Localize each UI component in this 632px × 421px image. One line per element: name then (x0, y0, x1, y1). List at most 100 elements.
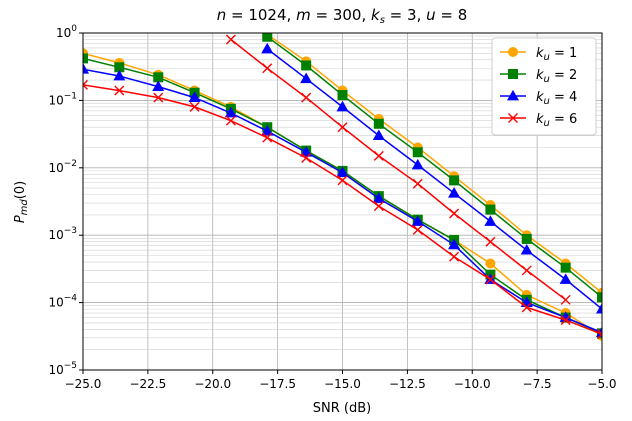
data-point (336, 100, 349, 112)
x-tick-label: −20.0 (194, 377, 231, 391)
y-tick-label: 10−4 (48, 294, 77, 310)
legend-label: ku = 6 (536, 112, 577, 129)
data-point (336, 166, 349, 177)
data-point (373, 201, 384, 212)
data-point (152, 80, 165, 92)
data-point (506, 89, 520, 101)
data-point (337, 122, 348, 133)
legend-label: ku = 4 (536, 90, 577, 107)
data-point (560, 294, 571, 305)
y-tick-label: 10−5 (48, 361, 77, 377)
data-point (508, 69, 518, 79)
y-tick-label: 10−2 (48, 159, 77, 175)
data-point (300, 72, 313, 84)
data-point (337, 175, 348, 186)
series-3 (83, 79, 602, 340)
series-line (266, 48, 602, 310)
data-point (412, 224, 423, 235)
x-tick-label: −12.5 (389, 377, 426, 391)
y-tick-label: 10−1 (48, 91, 77, 107)
series-line (266, 33, 602, 294)
data-point (449, 251, 460, 262)
data-point (372, 192, 385, 203)
data-point (372, 129, 385, 141)
y-axis-label: Pmd(0) (13, 181, 30, 223)
data-point (225, 34, 236, 45)
chart-title: n = 1024, m = 300, ks = 3, u = 8 (217, 6, 468, 26)
x-tick-label: −22.5 (129, 377, 166, 391)
data-point (301, 92, 312, 103)
x-tick-label: −17.5 (259, 377, 296, 391)
data-point (301, 60, 312, 71)
x-axis-ticks: −25.0 −22.5 −20.0 −17.5 −15.0 −12.5 −10.0 −7.5 −… (65, 370, 617, 391)
data-point (83, 53, 88, 64)
data-point (521, 302, 532, 313)
data-point (262, 33, 273, 42)
series-line (266, 36, 602, 298)
y-tick-label: 100 (56, 24, 77, 40)
data-point (301, 152, 312, 163)
data-point (83, 79, 88, 90)
legend-label: ku = 2 (536, 68, 577, 85)
data-point (153, 92, 164, 103)
data-point (262, 132, 273, 143)
data-point (188, 91, 201, 102)
data-point (113, 69, 126, 81)
data-point (560, 262, 571, 273)
data-point (484, 215, 497, 226)
y-tick-label: 10−3 (48, 226, 77, 242)
data-point (337, 90, 348, 101)
legend-entry: ku = 1 (500, 46, 577, 63)
data-point (261, 124, 274, 136)
data-point (411, 158, 424, 170)
data-point (412, 147, 423, 158)
x-tick-label: −7.5 (523, 377, 552, 391)
data-point (411, 215, 424, 226)
data-point (485, 236, 496, 247)
legend-entry: ku = 4 (500, 89, 577, 107)
data-point (225, 115, 236, 126)
data-point (114, 85, 125, 96)
x-tick-label: −25.0 (65, 377, 102, 391)
data-point (508, 113, 518, 123)
data-point (521, 265, 532, 276)
data-point (595, 302, 602, 314)
data-point (412, 178, 423, 189)
data-point (559, 273, 572, 284)
data-point (373, 150, 384, 161)
data-point (485, 274, 496, 285)
data-point (224, 106, 237, 118)
legend-label: ku = 1 (536, 46, 577, 63)
data-point (449, 175, 460, 186)
data-point (373, 118, 384, 129)
legend-entry: ku = 6 (500, 112, 577, 129)
series-line (230, 38, 567, 301)
data-point (520, 243, 533, 255)
data-point (83, 63, 90, 74)
series-layer (83, 33, 602, 341)
legend-box (491, 37, 597, 136)
data-point (189, 101, 200, 112)
data-point (508, 47, 518, 57)
data-point (300, 146, 313, 157)
x-tick-label: −15.0 (324, 377, 361, 391)
data-point (485, 204, 496, 215)
legend: ku = 1 ku = 2 ku = 4 ku = 6 (491, 37, 597, 136)
data-point (485, 258, 496, 269)
data-point (560, 315, 571, 326)
x-tick-label: −10.0 (454, 377, 491, 391)
series-5 (262, 33, 602, 303)
legend-entry: ku = 2 (500, 68, 577, 85)
series-6 (261, 42, 602, 314)
x-axis-label: SNR (dB) (313, 401, 371, 416)
data-point (597, 292, 602, 303)
y-axis-ticks: 100 10−1 10−2 10−3 10−4 10−5 (48, 24, 83, 377)
series-7 (225, 34, 571, 305)
data-point (261, 42, 274, 54)
x-tick-label: −5.0 (587, 377, 616, 391)
data-point (449, 208, 460, 219)
data-point (448, 187, 461, 198)
legend-items: ku = 1 ku = 2 ku = 4 ku = 6 (500, 46, 577, 129)
data-point (521, 233, 532, 244)
